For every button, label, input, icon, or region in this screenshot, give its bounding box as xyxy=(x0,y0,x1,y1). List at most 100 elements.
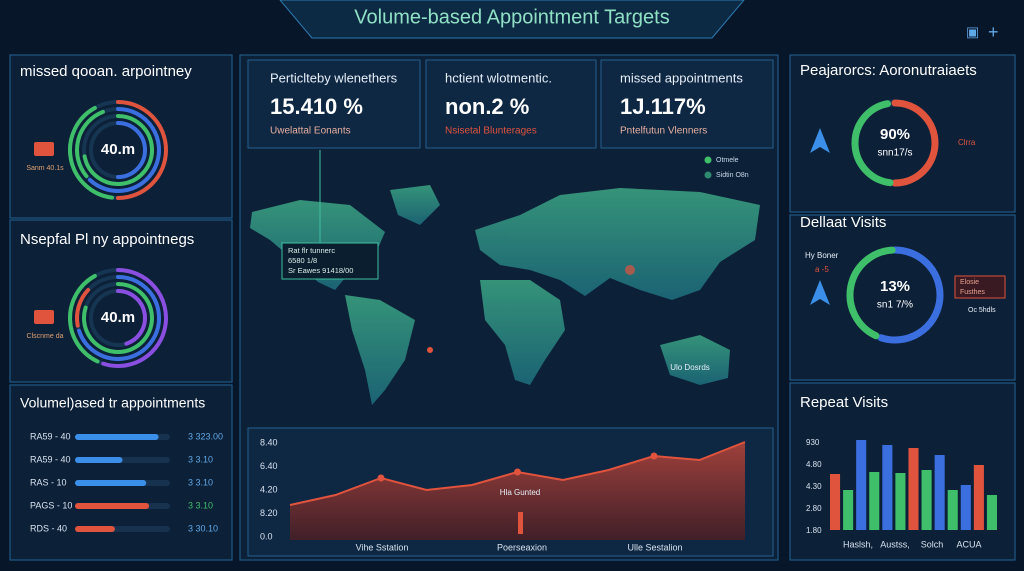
label: 3 3.10 xyxy=(188,454,213,464)
label: missed qooan. arpointney xyxy=(20,63,192,80)
label: Otmele xyxy=(716,157,739,164)
label: PAGS - 10 xyxy=(30,500,72,510)
icon[interactable]: ▣ xyxy=(966,24,979,40)
label: 3 323.00 xyxy=(188,431,223,441)
label: ACUA xyxy=(956,539,981,549)
bar xyxy=(882,445,893,530)
label: Repeat Visits xyxy=(800,394,888,411)
ring-segment xyxy=(68,273,100,364)
label: Hla Gunted xyxy=(500,488,540,497)
label: Dellaat Visits xyxy=(800,214,886,231)
ring-segment xyxy=(87,107,161,193)
label: Sr Eawes 91418/00 xyxy=(288,266,353,275)
bar xyxy=(75,457,123,463)
label: Volumel)ased tr appointments xyxy=(20,395,205,411)
bar xyxy=(973,465,984,530)
icon xyxy=(810,128,830,153)
label: Nsepfal Pl ny appointnegs xyxy=(20,231,194,248)
badge xyxy=(954,275,1006,299)
continent xyxy=(660,335,730,385)
ring-segment xyxy=(851,100,894,187)
label: 6.40 xyxy=(260,461,278,471)
label: Clscnme da xyxy=(27,333,64,340)
label: 3 30.10 xyxy=(188,523,218,533)
label: 4.30 xyxy=(806,482,822,491)
label: 8.20 xyxy=(260,508,278,518)
ring-segment xyxy=(877,246,944,344)
panel xyxy=(789,214,1016,381)
label: Ulle Sestalion xyxy=(627,542,682,552)
label: Peajarorcs: Aoronutraiaets xyxy=(800,62,977,79)
label: Hy Boner xyxy=(805,251,839,260)
bar xyxy=(75,503,150,509)
label: Sidtin O8n xyxy=(716,172,749,179)
legend-dot xyxy=(704,156,712,164)
label: Fusthes xyxy=(960,289,985,296)
label: Vihe Sstation xyxy=(356,542,409,552)
label: Solch xyxy=(921,539,944,549)
label: missed appointments xyxy=(620,70,743,85)
bar xyxy=(934,455,945,530)
map-box xyxy=(281,242,379,280)
bar xyxy=(843,490,854,530)
label: RA59 - 40 xyxy=(30,431,71,441)
bar xyxy=(921,470,932,530)
label: 13% xyxy=(880,278,910,295)
area-point xyxy=(650,452,658,460)
label: hctient wlotmentic. xyxy=(445,70,552,85)
label: Elosie xyxy=(960,279,979,286)
ring-segment xyxy=(116,121,147,179)
label: 4.20 xyxy=(260,484,278,494)
marker xyxy=(518,512,523,534)
ring-segment xyxy=(75,109,105,179)
ring-segment xyxy=(75,287,91,328)
label: 930 xyxy=(806,438,820,447)
label: Nsisetal Blunterages xyxy=(445,126,537,137)
kpi-card xyxy=(247,59,421,149)
continent xyxy=(480,280,565,385)
label: Sanm 40.1s xyxy=(26,165,64,172)
icon xyxy=(810,280,830,305)
bar xyxy=(75,526,115,532)
area-point xyxy=(377,474,385,482)
icon xyxy=(34,310,54,324)
label: Haslsh, xyxy=(843,539,873,549)
area xyxy=(290,442,745,540)
label: 8.40 xyxy=(260,437,278,447)
add-icon[interactable]: + xyxy=(988,22,999,42)
area-point xyxy=(514,468,521,476)
bar xyxy=(869,472,880,530)
panel xyxy=(9,219,233,383)
bar xyxy=(895,473,906,530)
ring-segment xyxy=(101,268,168,368)
bar xyxy=(986,495,997,530)
kpi-card xyxy=(425,59,597,149)
hotspot xyxy=(427,347,433,353)
panel xyxy=(9,384,233,561)
ring-segment xyxy=(891,99,939,187)
label: Uwelattal Eonants xyxy=(270,126,351,137)
label: Poerseaxion xyxy=(497,542,547,552)
label: a -5 xyxy=(815,265,829,274)
kpi-card xyxy=(600,59,774,149)
label: 15.410 % xyxy=(270,94,363,119)
legend-dot xyxy=(704,171,712,179)
header-title: Volume-based Appointment Targets xyxy=(354,6,669,28)
continent xyxy=(475,188,760,300)
bar xyxy=(947,490,958,530)
label: Oc 5hdls xyxy=(968,307,996,314)
label: non.2 % xyxy=(445,94,529,119)
label: 3 3.10 xyxy=(188,477,213,487)
bar xyxy=(960,485,971,530)
ring-segment xyxy=(116,289,147,346)
label: snn17/s xyxy=(877,148,912,159)
label: Pntelfutun Vlenners xyxy=(620,126,707,137)
label: Perticlteby wlenethers xyxy=(270,70,398,85)
label: RA59 - 40 xyxy=(30,454,71,464)
bar xyxy=(856,440,867,530)
label: Rat flr tunnerc xyxy=(288,246,335,255)
label: Clrra xyxy=(958,138,976,147)
label: 3 3.10 xyxy=(188,500,213,510)
